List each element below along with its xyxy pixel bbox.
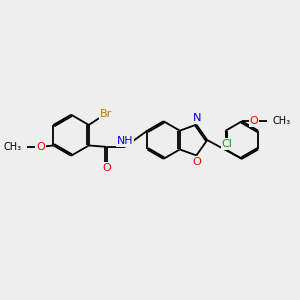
Text: Br: Br bbox=[100, 109, 112, 118]
Text: CH₃: CH₃ bbox=[273, 116, 291, 126]
Text: O: O bbox=[36, 142, 45, 152]
Text: Cl: Cl bbox=[222, 139, 232, 149]
Text: O: O bbox=[193, 157, 201, 167]
Text: CH₃: CH₃ bbox=[4, 142, 22, 152]
Text: NH: NH bbox=[117, 136, 134, 146]
Text: N: N bbox=[193, 113, 201, 123]
Text: O: O bbox=[102, 163, 111, 172]
Text: O: O bbox=[250, 116, 258, 126]
